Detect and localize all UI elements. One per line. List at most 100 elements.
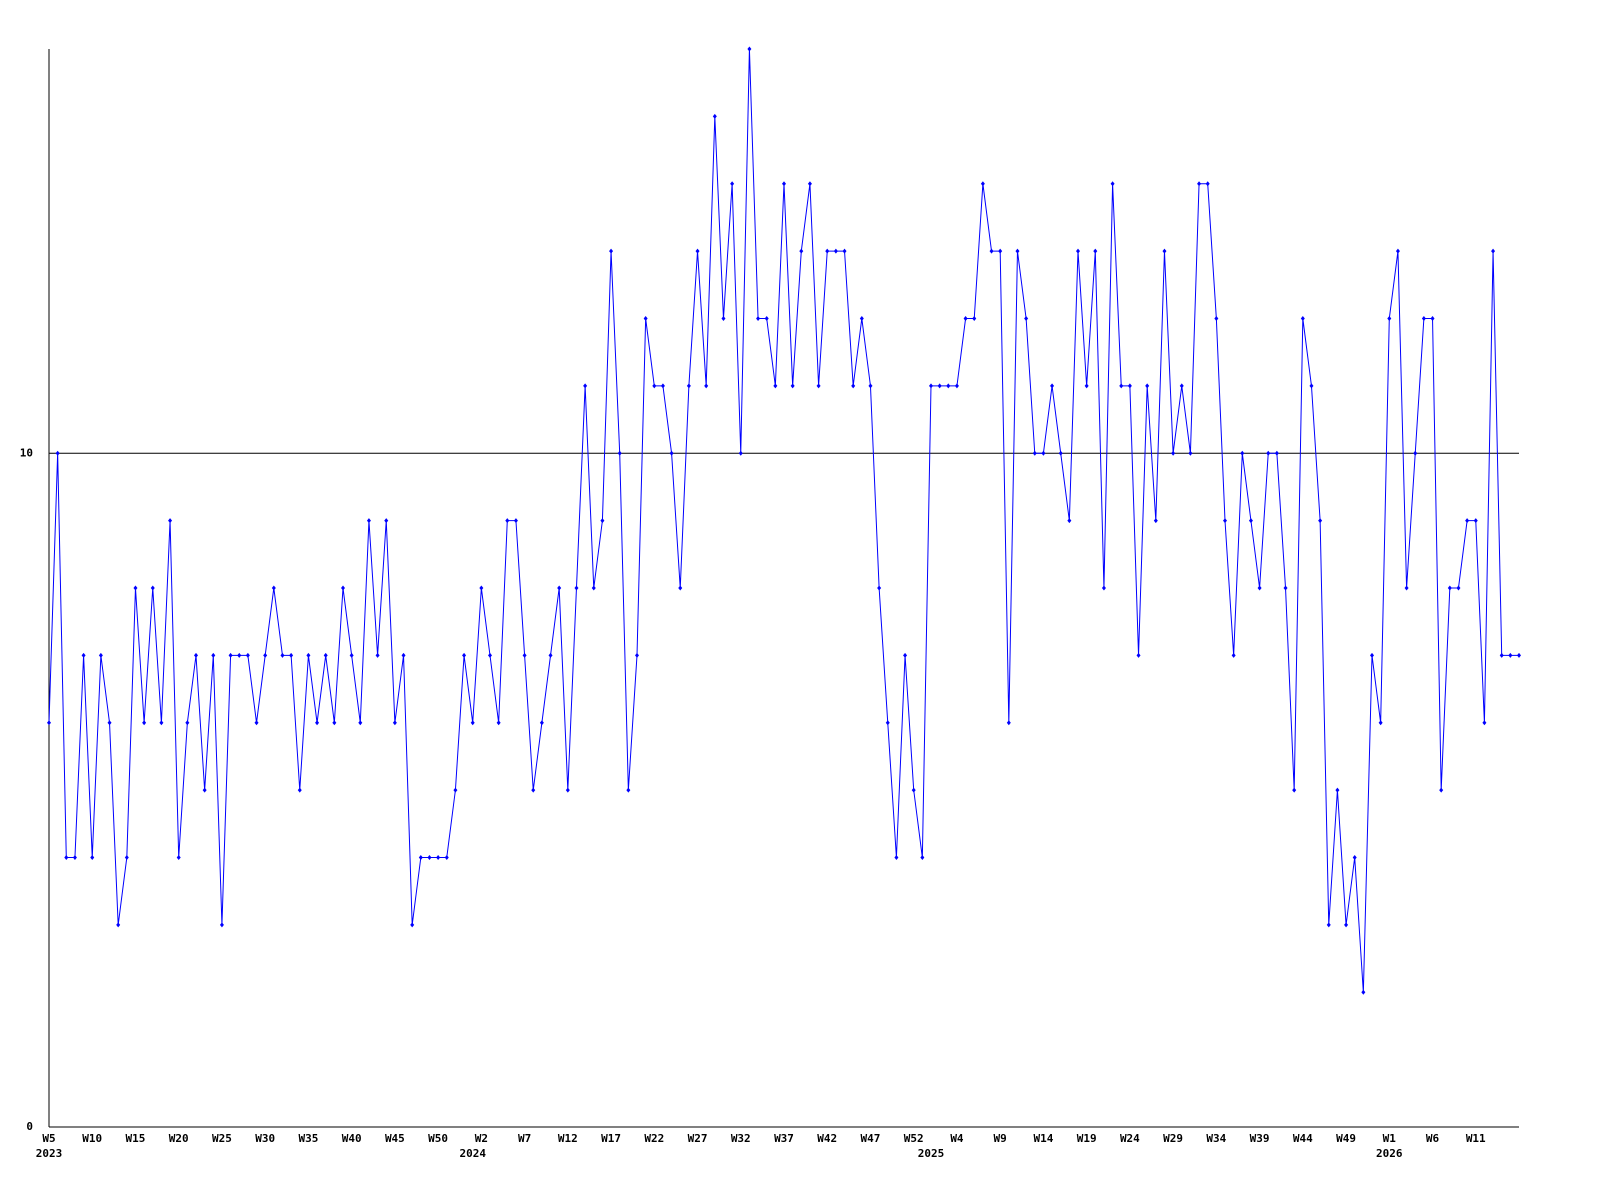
x-tick-label: W7 [518,1132,531,1145]
data-point [980,181,985,187]
data-point [1058,450,1063,456]
data-point [375,652,380,658]
data-point [764,316,769,321]
data-point [1361,989,1366,995]
x-tick-label: W9 [994,1132,1007,1145]
data-point [1344,922,1349,928]
data-point [1041,450,1046,456]
x-tick-label: W27 [688,1132,708,1145]
data-point [90,855,95,860]
x-tick-label: W19 [1077,1132,1097,1145]
data-point [133,585,138,591]
data-point [280,652,285,658]
x-year-label: 2025 [918,1147,945,1160]
x-tick-label: W34 [1206,1132,1226,1145]
data-point [868,383,873,389]
data-point [738,450,743,456]
data-point [1387,316,1392,321]
data-point [1274,450,1279,456]
x-tick-label: W4 [950,1132,964,1145]
data-point [81,652,86,658]
data-point [168,518,173,524]
data-point [652,383,657,389]
data-point [842,248,847,254]
data-point [565,787,570,793]
y-tick-label: 10 [20,446,33,459]
data-point [1188,450,1193,456]
data-point [1370,652,1374,658]
data-point [704,383,709,389]
data-point [107,720,112,726]
data-point [1508,652,1513,658]
data-point [1430,316,1435,321]
data-point [807,181,812,187]
data-point [851,383,856,389]
data-point [1404,585,1409,591]
data-point [1248,518,1253,524]
data-point [600,518,605,524]
data-point [885,720,890,726]
data-point [626,787,631,793]
data-point [1223,518,1227,524]
data-point [1110,181,1115,187]
data-point [946,383,951,389]
data-point [833,248,838,254]
data-point [228,652,233,658]
data-point [539,720,544,726]
x-tick-label: W45 [385,1132,405,1145]
data-point [1197,181,1202,187]
data-point [418,855,423,860]
data-point [1093,248,1098,254]
y-tick-label: 0 [26,1120,33,1133]
data-point [124,855,129,860]
data-point [963,316,968,321]
data-point [1032,450,1037,456]
data-point [1378,720,1383,726]
data-point [306,652,311,658]
data-point [427,855,432,860]
data-point [271,585,276,591]
data-point [237,652,242,658]
x-tick-label: W25 [212,1132,232,1145]
data-point [401,652,406,658]
data-point [1447,585,1452,591]
data-point [289,652,294,658]
data-point [799,248,804,254]
data-point [245,652,250,658]
data-point [219,922,224,928]
data-point [920,855,925,860]
data-point [531,787,536,793]
data-point [730,181,735,187]
x-tick-label: W24 [1120,1132,1140,1145]
data-point [1352,855,1357,860]
data-point [972,316,977,321]
data-point [635,652,639,658]
x-tick-label: W35 [298,1132,318,1145]
data-point [1309,383,1314,389]
data-point [496,720,501,726]
data-point [254,720,259,726]
data-point [98,652,103,658]
data-point [1257,585,1262,591]
x-year-label: 2024 [459,1147,486,1160]
data-point [384,518,389,524]
data-point [341,585,345,591]
data-point [1015,248,1020,254]
data-point [1006,720,1011,726]
data-point [591,585,596,591]
data-point [756,316,761,321]
data-point [462,652,467,658]
data-point [263,652,268,658]
data-point [1326,922,1331,928]
data-point [1266,450,1271,456]
x-tick-label: W14 [1033,1132,1053,1145]
data-point [202,787,207,793]
data-point [1101,585,1106,591]
data-point [678,585,683,591]
data-point [1395,248,1400,254]
data-line [48,48,1519,993]
x-tick-label: W47 [861,1132,881,1145]
data-point [1482,720,1487,726]
data-point [505,518,510,524]
x-tick-label: W6 [1426,1132,1440,1145]
